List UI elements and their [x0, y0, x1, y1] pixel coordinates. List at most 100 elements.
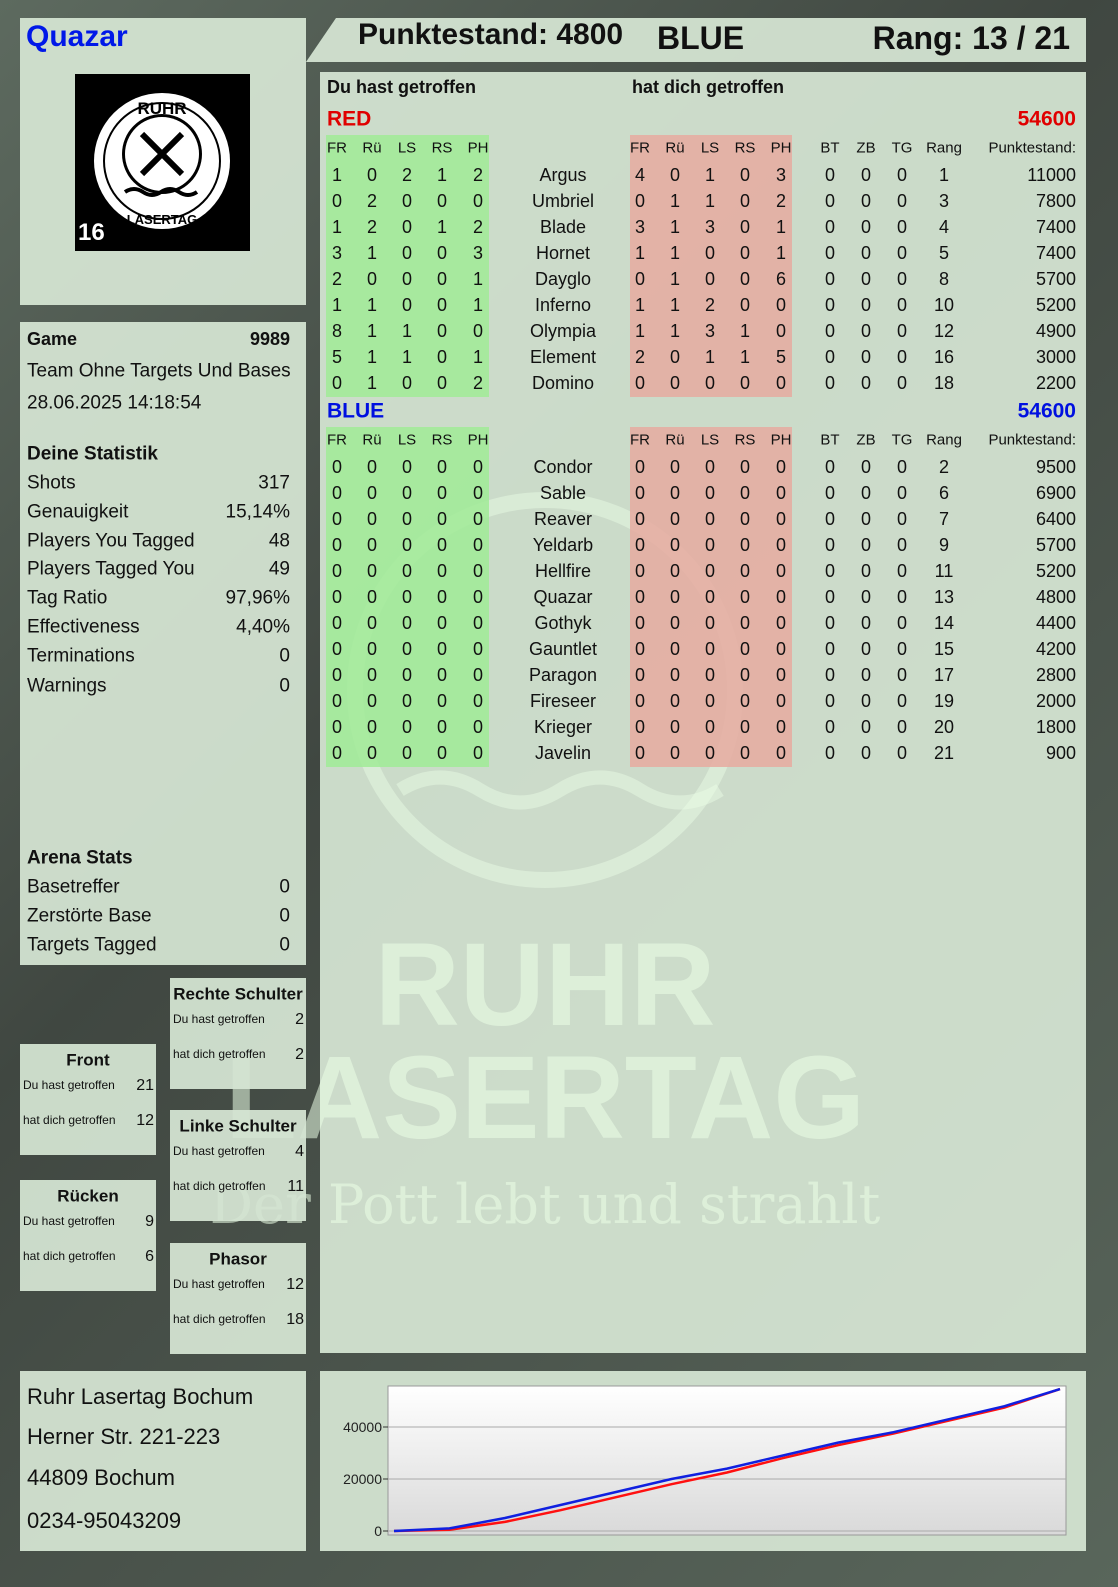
cell: 0	[401, 613, 413, 633]
stat-value: 4,40%	[236, 616, 290, 638]
cell: 15	[933, 639, 955, 659]
cell: 3	[704, 321, 716, 341]
cell: 1	[436, 165, 448, 185]
cell: 0	[896, 483, 908, 503]
cell: 0	[634, 509, 646, 529]
cell: 1	[366, 321, 378, 341]
cell: 0	[824, 509, 836, 529]
line-series	[393, 1387, 1061, 1533]
address-line: 0234-95043209	[27, 1508, 182, 1533]
watermark: Der Pott lebt und strahlt	[209, 1173, 881, 1236]
cell: 0	[824, 295, 836, 315]
cell: 0	[331, 665, 343, 685]
cell: 0	[824, 457, 836, 477]
zone-panel	[170, 1243, 306, 1354]
cell: 0	[704, 535, 716, 555]
cell: 5	[331, 347, 343, 367]
cell: 0	[775, 665, 787, 685]
cell: 1	[704, 165, 716, 185]
cell: 0	[634, 535, 646, 555]
column-header: Rang	[926, 139, 962, 157]
cell: 0	[896, 269, 908, 289]
cell: 0	[669, 613, 681, 633]
cell: 0	[704, 457, 716, 477]
cell: 10	[933, 295, 955, 315]
cell: 0	[634, 587, 646, 607]
logo-text: RUHR	[137, 99, 186, 118]
player-name: Quazar	[26, 20, 128, 53]
cell: 0	[824, 717, 836, 737]
column-header: RS	[734, 139, 756, 157]
cell: 3	[472, 243, 484, 263]
column-header: LS	[700, 431, 720, 449]
cell: 0	[775, 561, 787, 581]
column-header: Rü	[362, 431, 382, 449]
cell: 0	[860, 191, 872, 211]
column-header: Punktestand:	[988, 139, 1076, 157]
cell: 7	[938, 509, 950, 529]
cell: 0	[401, 535, 413, 555]
cell: 0	[669, 373, 681, 393]
cell: 0	[436, 295, 448, 315]
cell: 0	[634, 483, 646, 503]
cell: 0	[739, 269, 751, 289]
cell: 0	[824, 165, 836, 185]
cell: 0	[739, 217, 751, 237]
cell: 1	[775, 217, 787, 237]
cell: 0	[860, 509, 872, 529]
received-block	[630, 135, 792, 397]
cell: 2200	[1035, 373, 1076, 393]
stat-label: Genauigkeit	[27, 501, 129, 523]
column-header: Rü	[665, 431, 685, 449]
cell: 0	[634, 743, 646, 763]
game-mode: Team Ohne Targets Und Bases	[27, 360, 291, 382]
cell: 0	[436, 269, 448, 289]
cell: 0	[896, 509, 908, 529]
cell: 0	[775, 587, 787, 607]
player-name-cell: Gauntlet	[528, 639, 598, 659]
cell: 0	[366, 165, 378, 185]
zone-label: Du hast getroffen	[173, 1012, 265, 1026]
cell: 0	[824, 613, 836, 633]
cell: 1	[366, 373, 378, 393]
game-label: Game	[27, 329, 78, 349]
cell: 0	[824, 691, 836, 711]
column-header: Rü	[665, 139, 685, 157]
game-date: 28.06.2025 14:18:54	[27, 392, 202, 414]
cell: 0	[401, 743, 413, 763]
cell: 0	[775, 373, 787, 393]
cell: 0	[401, 717, 413, 737]
team-name: BLUE	[327, 399, 385, 423]
cell: 0	[436, 561, 448, 581]
column-header: LS	[397, 431, 417, 449]
cell: 0	[436, 639, 448, 659]
cell: 0	[860, 587, 872, 607]
cell: 0	[739, 613, 751, 633]
cell: 0	[775, 457, 787, 477]
cell: 0	[739, 295, 751, 315]
section-title: Arena Stats	[27, 847, 133, 869]
cell: 0	[860, 639, 872, 659]
cell: 0	[860, 457, 872, 477]
column-header: TG	[891, 431, 913, 449]
cell: 0	[401, 561, 413, 581]
zone-value: 9	[145, 1213, 154, 1230]
cell: 0	[860, 613, 872, 633]
column-header: FR	[327, 139, 347, 157]
column-header: LS	[700, 139, 720, 157]
cell: 0	[472, 483, 484, 503]
cell: 0	[860, 691, 872, 711]
player-name-cell: Fireseer	[529, 691, 597, 711]
address-line: Herner Str. 221-223	[27, 1424, 221, 1449]
cell: 0	[366, 269, 378, 289]
cell: 2	[938, 457, 950, 477]
cell: 0	[401, 457, 413, 477]
cell: 0	[436, 373, 448, 393]
cell: 0	[824, 321, 836, 341]
stat-label: Warnings	[27, 675, 107, 697]
cell: 0	[366, 691, 378, 711]
zone-value: 6	[145, 1248, 154, 1265]
player-name-cell: Sable	[539, 483, 587, 503]
cell: 1	[739, 321, 751, 341]
cell: 0	[775, 613, 787, 633]
